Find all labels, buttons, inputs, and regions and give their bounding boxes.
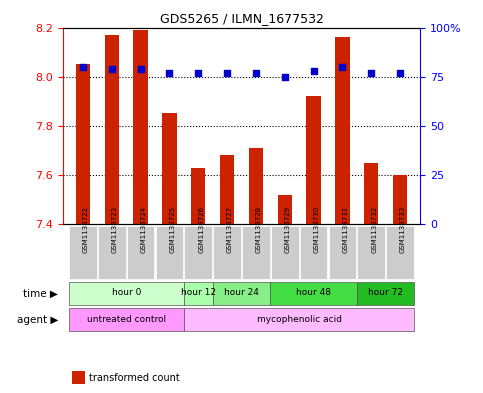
- FancyBboxPatch shape: [156, 226, 183, 279]
- FancyBboxPatch shape: [213, 226, 241, 279]
- FancyBboxPatch shape: [386, 226, 414, 279]
- Bar: [249, 148, 263, 224]
- Bar: [335, 37, 350, 224]
- Point: [194, 70, 202, 76]
- Point: [310, 68, 317, 74]
- Text: GSM1133727: GSM1133727: [227, 206, 233, 253]
- Text: GSM1133732: GSM1133732: [371, 206, 377, 253]
- Text: GSM1133731: GSM1133731: [342, 206, 348, 253]
- Text: transformed count: transformed count: [89, 373, 180, 383]
- Title: GDS5265 / ILMN_1677532: GDS5265 / ILMN_1677532: [159, 12, 324, 25]
- Bar: [278, 195, 292, 224]
- Bar: [306, 96, 321, 224]
- Text: GSM1133725: GSM1133725: [170, 206, 175, 253]
- Point: [223, 70, 231, 76]
- Bar: [76, 64, 90, 224]
- FancyBboxPatch shape: [300, 226, 327, 279]
- Point: [281, 73, 289, 80]
- Point: [396, 70, 404, 76]
- Text: GSM1133726: GSM1133726: [198, 206, 204, 253]
- Bar: [105, 35, 119, 224]
- Point: [137, 66, 144, 72]
- Bar: [364, 163, 378, 224]
- Point: [252, 70, 260, 76]
- FancyBboxPatch shape: [271, 226, 298, 279]
- Text: hour 48: hour 48: [296, 288, 331, 298]
- FancyBboxPatch shape: [69, 226, 97, 279]
- Text: GSM1133728: GSM1133728: [256, 206, 262, 253]
- FancyBboxPatch shape: [270, 282, 357, 305]
- FancyBboxPatch shape: [328, 226, 356, 279]
- Text: GSM1133724: GSM1133724: [141, 206, 147, 253]
- FancyBboxPatch shape: [127, 226, 155, 279]
- Text: time ▶: time ▶: [23, 288, 58, 298]
- FancyBboxPatch shape: [357, 226, 385, 279]
- FancyBboxPatch shape: [213, 282, 270, 305]
- Text: GSM1133730: GSM1133730: [313, 206, 320, 253]
- Text: GSM1133729: GSM1133729: [285, 206, 291, 253]
- Point: [166, 70, 173, 76]
- Text: hour 12: hour 12: [181, 288, 216, 298]
- Bar: [162, 114, 177, 224]
- Bar: [133, 30, 148, 224]
- Point: [108, 66, 115, 72]
- Text: GSM1133733: GSM1133733: [400, 206, 406, 253]
- Bar: [191, 167, 205, 224]
- Bar: [393, 175, 407, 224]
- Point: [339, 64, 346, 70]
- Point: [368, 70, 375, 76]
- Text: mycophenolic acid: mycophenolic acid: [256, 315, 341, 324]
- FancyBboxPatch shape: [184, 282, 213, 305]
- FancyBboxPatch shape: [69, 282, 184, 305]
- Text: GSM1133722: GSM1133722: [83, 206, 89, 253]
- FancyBboxPatch shape: [98, 226, 126, 279]
- Text: hour 24: hour 24: [224, 288, 259, 298]
- Text: hour 72: hour 72: [368, 288, 403, 298]
- FancyBboxPatch shape: [357, 282, 414, 305]
- Text: hour 0: hour 0: [112, 288, 141, 298]
- Text: agent ▶: agent ▶: [16, 315, 58, 325]
- FancyBboxPatch shape: [242, 226, 270, 279]
- FancyBboxPatch shape: [69, 308, 184, 331]
- Bar: [220, 155, 234, 224]
- FancyBboxPatch shape: [184, 308, 414, 331]
- Text: GSM1133723: GSM1133723: [112, 206, 118, 253]
- Text: untreated control: untreated control: [86, 315, 166, 324]
- FancyBboxPatch shape: [185, 226, 212, 279]
- Point: [79, 64, 87, 70]
